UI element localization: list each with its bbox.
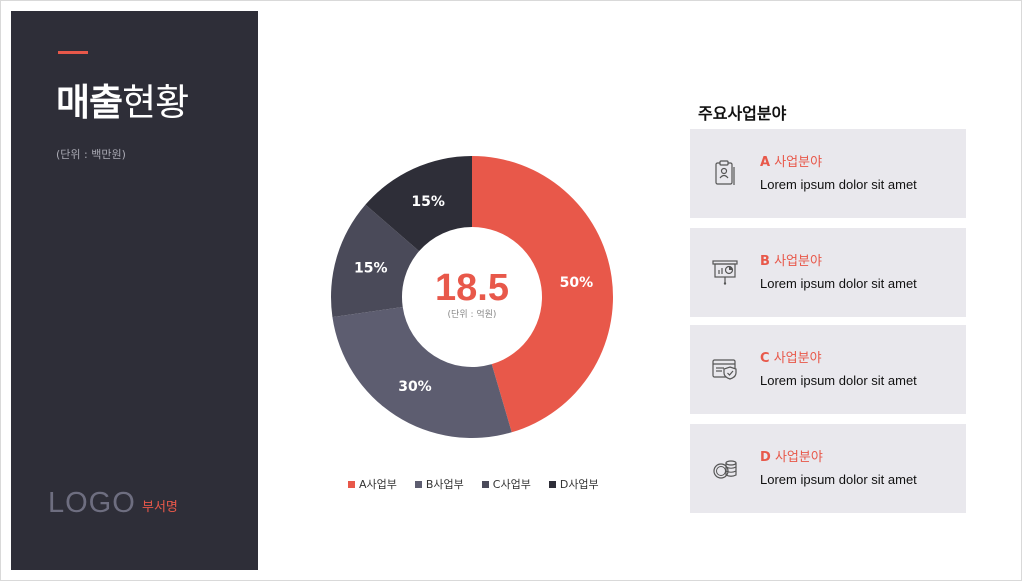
- legend-label: D사업부: [559, 478, 599, 491]
- section-title: 주요사업분야: [698, 104, 787, 123]
- legend-item: A사업부: [348, 476, 397, 492]
- center-unit: (단위 : 억원): [448, 308, 497, 320]
- sidebar: 매출현황 (단위 : 백만원) LOGO 부서명: [11, 11, 258, 570]
- donut-slice-A사업부: [472, 156, 613, 433]
- slice-label: 15%: [354, 260, 388, 276]
- legend-item: D사업부: [548, 476, 599, 492]
- slice-label: 50%: [560, 275, 594, 291]
- page-title: 매출현황: [56, 81, 189, 125]
- donut-slice-B사업부: [332, 306, 512, 438]
- business-card-b: B 사업분야 Lorem ipsum dolor sit amet: [690, 228, 966, 317]
- business-card-c: C 사업분야 Lorem ipsum dolor sit amet: [690, 325, 966, 414]
- title-bold: 매출: [56, 81, 123, 124]
- clipboard-id-icon: [715, 160, 735, 185]
- legend-swatch: [481, 480, 489, 488]
- card-description: Lorem ipsum dolor sit amet: [760, 276, 917, 291]
- card-heading: D 사업분야: [760, 450, 823, 465]
- legend-label: C사업부: [492, 478, 531, 491]
- chart-legend: A사업부 B사업부 C사업부 D사업부: [348, 476, 599, 492]
- title-light: 현황: [122, 81, 189, 124]
- slice-label: 30%: [398, 379, 432, 395]
- card-description: Lorem ipsum dolor sit amet: [760, 177, 917, 192]
- presentation-board-icon: [712, 260, 738, 285]
- legend-swatch: [548, 480, 556, 488]
- donut-slice-C사업부: [331, 204, 420, 318]
- legend-label: A사업부: [359, 478, 397, 491]
- card-heading: C 사업분야: [760, 351, 822, 366]
- card-heading: A 사업분야: [760, 155, 823, 170]
- legend-label: B사업부: [425, 478, 464, 491]
- legend-item: C사업부: [481, 476, 531, 492]
- card-description: Lorem ipsum dolor sit amet: [760, 472, 917, 487]
- accent-bar: [58, 51, 88, 54]
- card-heading: B 사업분야: [760, 254, 822, 269]
- coins-icon: [713, 460, 737, 479]
- legend-swatch: [348, 480, 355, 488]
- legend-item: B사업부: [414, 476, 464, 492]
- business-card-a: A 사업분야 Lorem ipsum dolor sit amet: [690, 129, 966, 218]
- legend-swatch: [414, 480, 422, 488]
- card-description: Lorem ipsum dolor sit amet: [760, 373, 917, 388]
- business-card-d: D 사업분야 Lorem ipsum dolor sit amet: [690, 424, 966, 513]
- slice-label: 15%: [411, 194, 445, 210]
- logo: LOGO: [48, 487, 136, 519]
- browser-shield-icon: [712, 359, 737, 380]
- unit-label: (단위 : 백만원): [56, 148, 126, 161]
- center-value: 18.5: [435, 267, 509, 309]
- department-label: 부서명: [142, 500, 178, 515]
- donut-chart: 50% 30% 15% 15% 18.5(단위 : 억원): [331, 156, 613, 438]
- donut-slice-D사업부: [365, 156, 472, 252]
